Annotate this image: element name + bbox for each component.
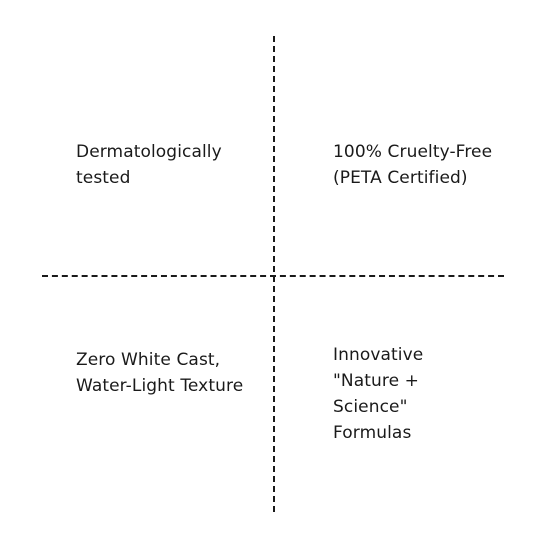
feature-nature-science-formulas: Innovative "Nature + Science" Formulas — [333, 345, 424, 443]
horizontal-dashed-divider — [42, 275, 504, 277]
vertical-dashed-divider — [273, 36, 275, 512]
feature-zero-white-cast: Zero White Cast, Water-Light Texture — [76, 350, 244, 396]
feature-dermatologically-tested: Dermatologically tested — [76, 142, 222, 188]
feature-cruelty-free: 100% Cruelty-Free (PETA Certified) — [333, 142, 493, 188]
